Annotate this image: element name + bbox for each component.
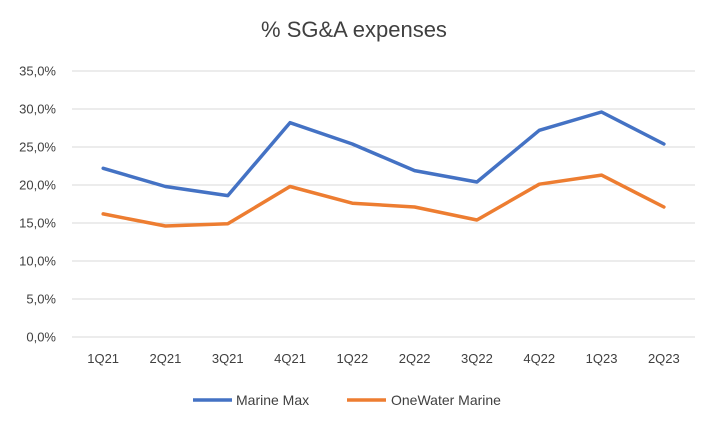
- y-tick-label: 10,0%: [19, 254, 56, 269]
- series-line-2: [101, 173, 666, 228]
- series-lines: [101, 110, 666, 228]
- y-tick-label: 25,0%: [19, 140, 56, 155]
- legend-label: Marine Max: [236, 392, 309, 408]
- y-tick-label: 5,0%: [26, 292, 56, 307]
- x-tick-label: 2Q21: [150, 351, 182, 366]
- y-axis-ticks: 0,0% 5,0% 10,0% 15,0% 20,0% 25,0% 30,0% 35,0%: [19, 64, 56, 345]
- x-tick-label: 2Q22: [399, 351, 431, 366]
- x-tick-label: 1Q21: [87, 351, 119, 366]
- y-tick-label: 0,0%: [26, 330, 56, 345]
- chart-title: % SG&A expenses: [261, 17, 447, 42]
- series-line-1: [101, 110, 666, 198]
- y-tick-label: 20,0%: [19, 178, 56, 193]
- gridlines: [72, 70, 695, 338]
- x-tick-label: 1Q22: [336, 351, 368, 366]
- x-tick-label: 4Q22: [523, 351, 555, 366]
- x-axis-ticks: 1Q21 2Q21 3Q21 4Q21 1Q22 2Q22 3Q22 4Q22 1Q23 2Q23: [87, 351, 680, 366]
- y-tick-label: 35,0%: [19, 64, 56, 79]
- legend-label: OneWater Marine: [391, 392, 501, 408]
- y-tick-label: 15,0%: [19, 216, 56, 231]
- y-tick-label: 30,0%: [19, 102, 56, 117]
- x-tick-label: 2Q23: [648, 351, 680, 366]
- x-tick-label: 4Q21: [274, 351, 306, 366]
- x-tick-label: 3Q21: [212, 351, 244, 366]
- x-tick-label: 3Q22: [461, 351, 493, 366]
- x-tick-label: 1Q23: [586, 351, 618, 366]
- legend: Marine Max OneWater Marine: [193, 392, 501, 408]
